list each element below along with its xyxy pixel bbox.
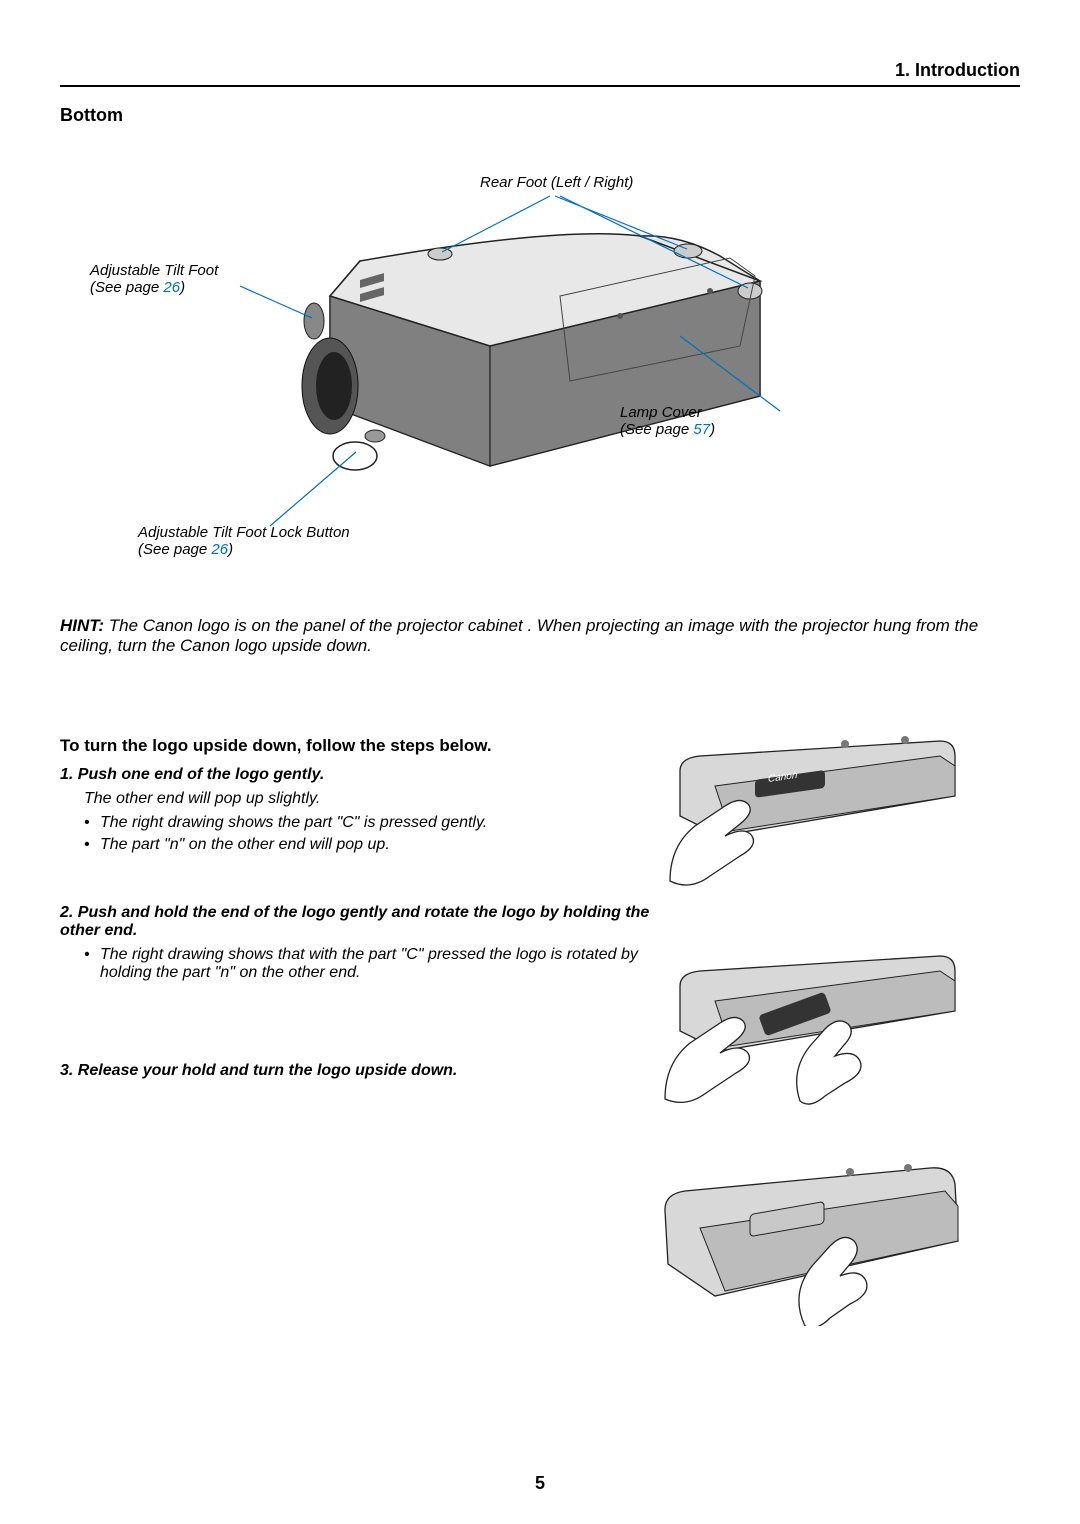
label-tilt-foot-l2a: (See page bbox=[90, 279, 163, 296]
step1-svg: Canon bbox=[640, 726, 960, 896]
step1-bullet-0: The right drawing shows the part "C" is … bbox=[84, 814, 660, 832]
label-lock-button: Adjustable Tilt Foot Lock Button (See pa… bbox=[138, 524, 350, 558]
projector-bottom-svg bbox=[60, 146, 1020, 586]
illustration-step3 bbox=[640, 1156, 960, 1326]
step1-bullets: The right drawing shows the part "C" is … bbox=[84, 814, 660, 854]
step-3: 3. Release your hold and turn the logo u… bbox=[60, 1062, 660, 1080]
steps-area: To turn the logo upside down, follow the… bbox=[60, 736, 1020, 1080]
label-tilt-foot-l1: Adjustable Tilt Foot bbox=[90, 262, 218, 279]
step1-desc: The other end will pop up slightly. bbox=[84, 790, 660, 808]
label-lamp-l2b: ) bbox=[710, 421, 715, 438]
step1-num: 1. bbox=[60, 766, 73, 783]
step3-svg bbox=[640, 1156, 960, 1326]
step3-title: Release your hold and turn the logo upsi… bbox=[78, 1062, 458, 1079]
label-lock-l2b: ) bbox=[228, 541, 233, 558]
step2-bullet-0: The right drawing shows that with the pa… bbox=[84, 946, 660, 982]
label-lamp-l1: Lamp Cover bbox=[620, 404, 702, 421]
step2-num: 2. bbox=[60, 904, 73, 921]
illustration-step1: Canon bbox=[640, 726, 960, 896]
bottom-diagram: Rear Foot (Left / Right) Adjustable Tilt… bbox=[60, 146, 1020, 586]
step2-bullets: The right drawing shows that with the pa… bbox=[84, 946, 660, 982]
chapter-title: 1. Introduction bbox=[895, 60, 1020, 80]
illustration-step2 bbox=[640, 941, 960, 1111]
step3-num: 3. bbox=[60, 1062, 73, 1079]
section-title: Bottom bbox=[60, 105, 1020, 126]
page-number: 5 bbox=[535, 1473, 545, 1494]
hint-label: HINT: bbox=[60, 616, 104, 635]
step1-title: Push one end of the logo gently. bbox=[78, 766, 325, 783]
page-ref-26b[interactable]: 26 bbox=[211, 541, 228, 558]
label-tilt-foot: Adjustable Tilt Foot (See page 26) bbox=[90, 262, 218, 296]
page-ref-26a[interactable]: 26 bbox=[163, 279, 180, 296]
step2-svg bbox=[640, 941, 960, 1111]
label-lamp-cover: Lamp Cover (See page 57) bbox=[620, 404, 715, 438]
hint-text: The Canon logo is on the panel of the pr… bbox=[60, 616, 978, 655]
step1-bullet-1: The part "n" on the other end will pop u… bbox=[84, 836, 660, 854]
label-tilt-foot-l2b: ) bbox=[180, 279, 185, 296]
page-header: 1. Introduction bbox=[60, 60, 1020, 87]
step-1: 1. Push one end of the logo gently. The … bbox=[60, 766, 660, 854]
label-rear-foot: Rear Foot (Left / Right) bbox=[480, 174, 633, 191]
label-lock-l1: Adjustable Tilt Foot Lock Button bbox=[138, 524, 350, 541]
step-2: 2. Push and hold the end of the logo gen… bbox=[60, 904, 660, 982]
step2-title: Push and hold the end of the logo gently… bbox=[60, 904, 649, 939]
label-lock-l2a: (See page bbox=[138, 541, 211, 558]
label-lamp-l2a: (See page bbox=[620, 421, 693, 438]
hint-paragraph: HINT: The Canon logo is on the panel of … bbox=[60, 616, 1020, 656]
page-ref-57[interactable]: 57 bbox=[693, 421, 710, 438]
